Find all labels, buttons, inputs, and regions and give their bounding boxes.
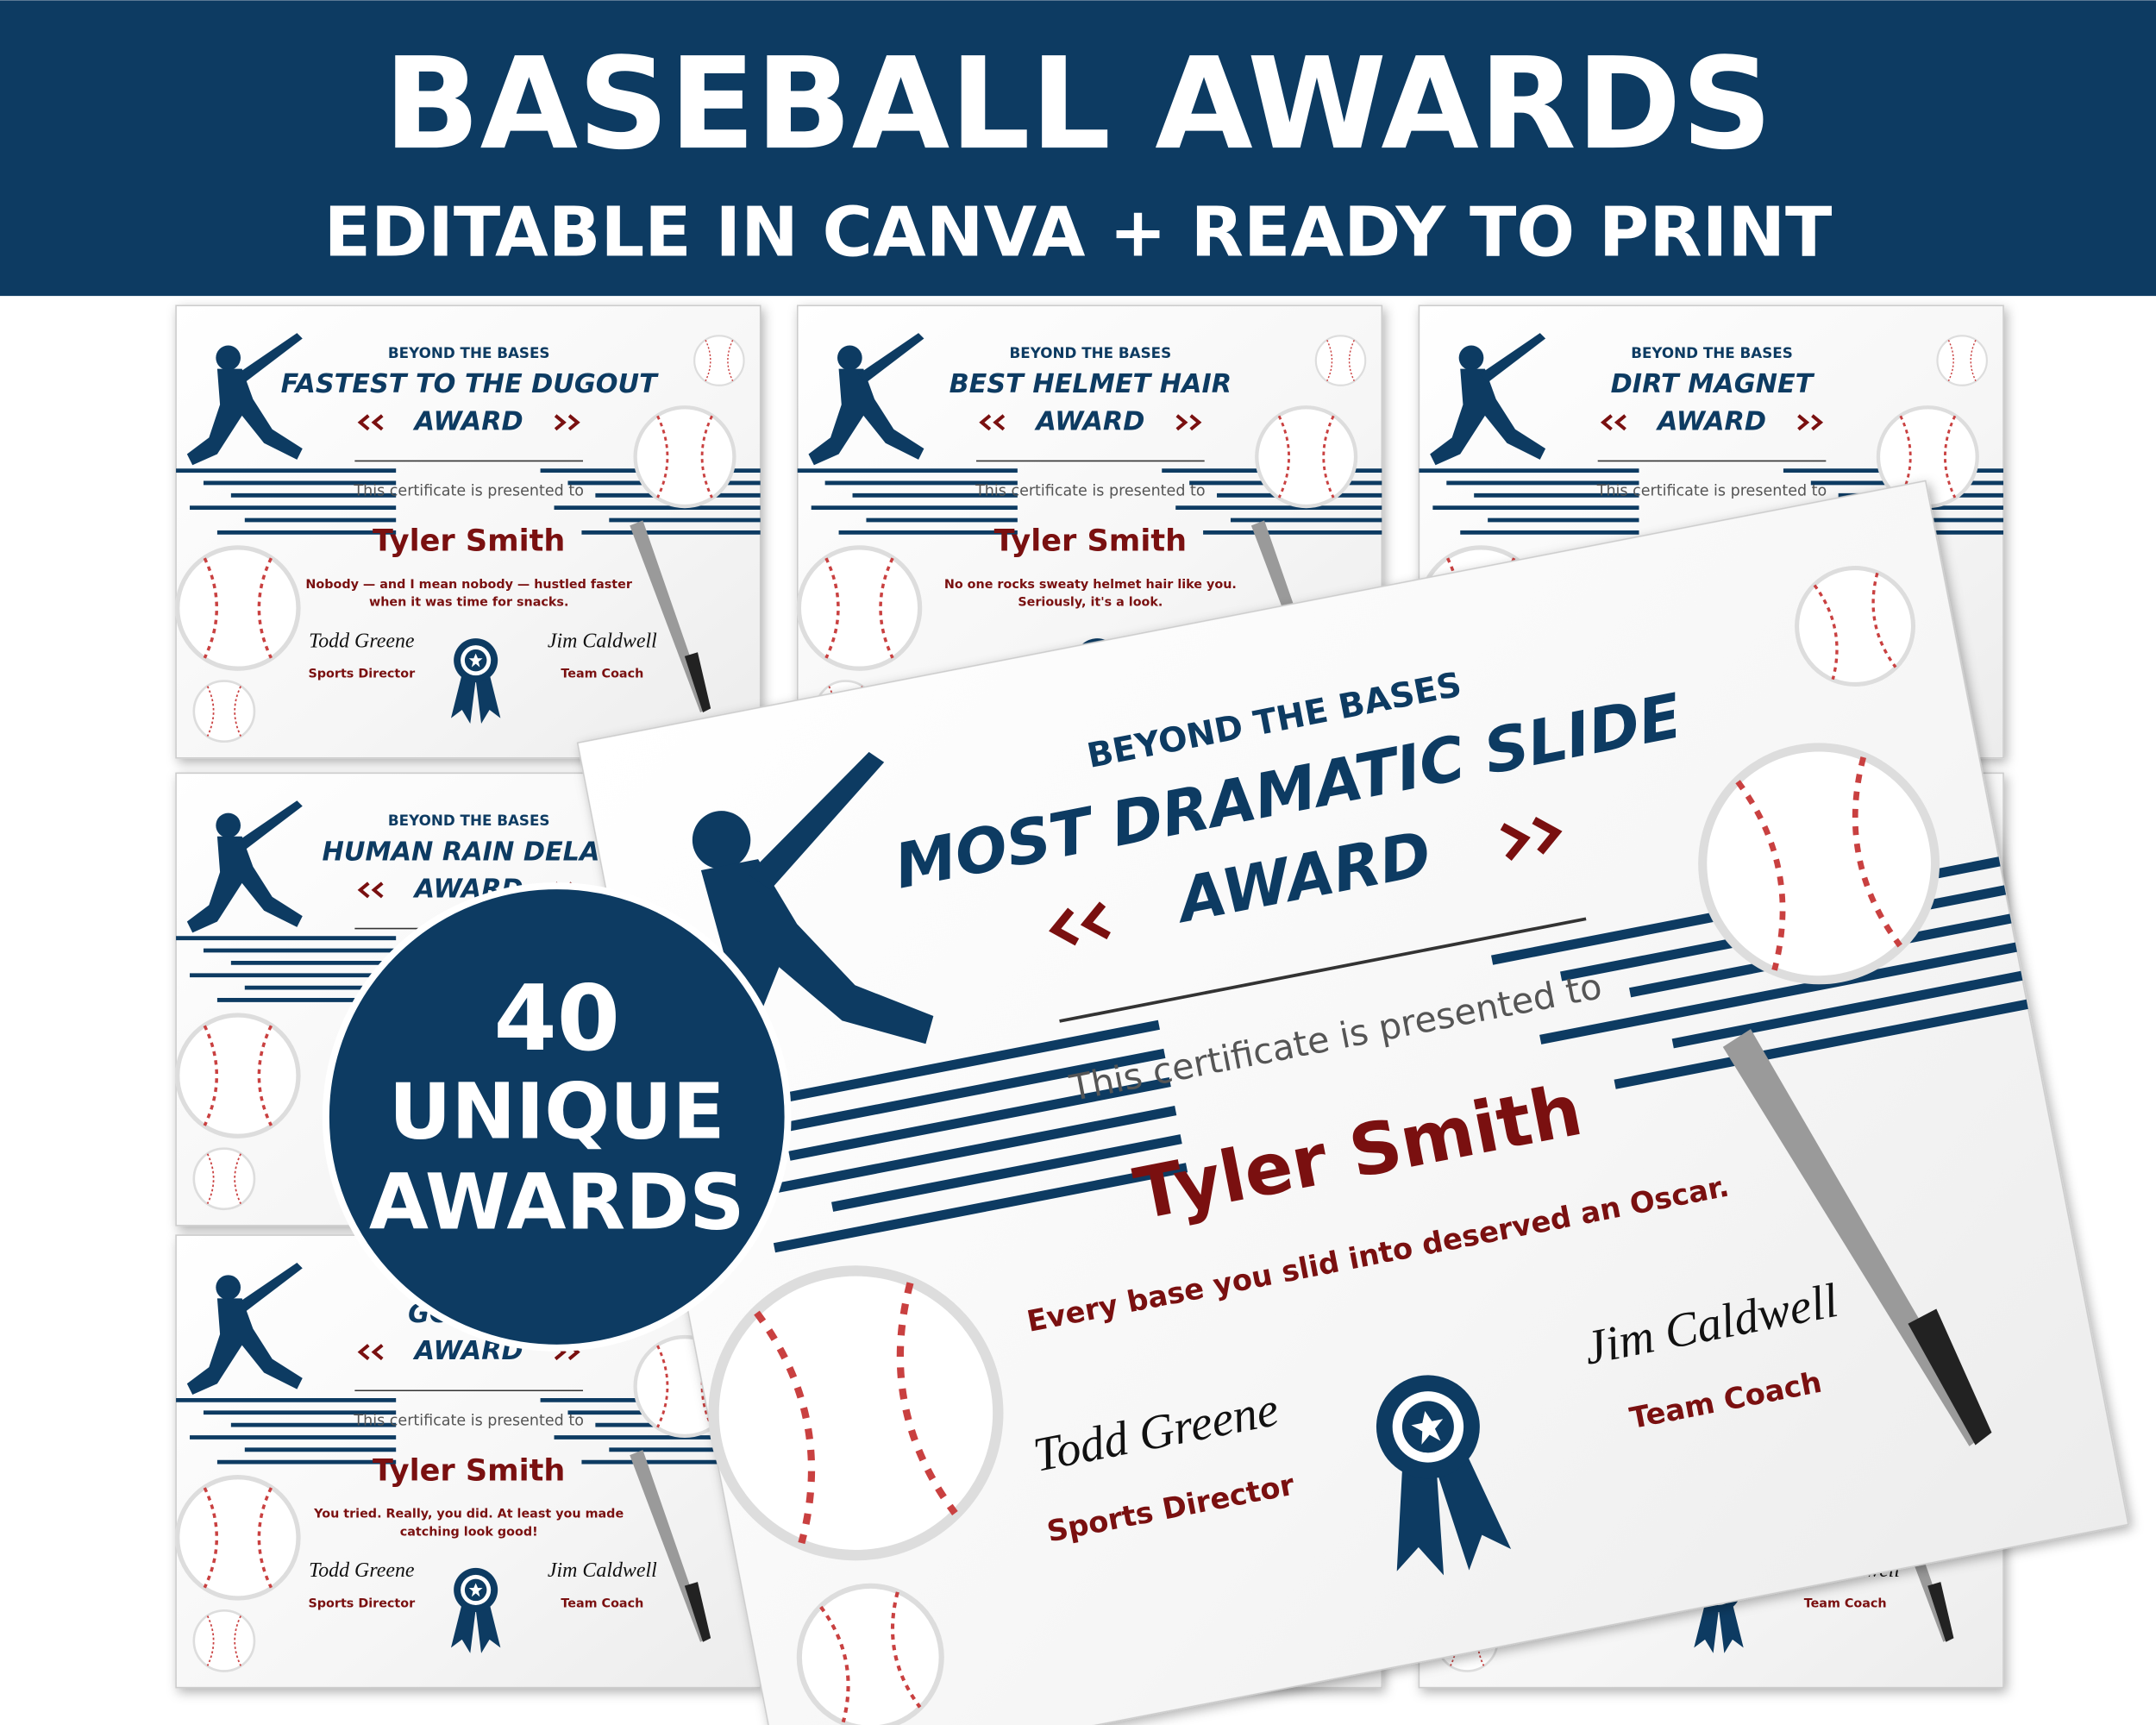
signer-role: Sports Director [308,1596,416,1610]
decoration [1314,335,1367,386]
award-title: DIRT MAGNET [1611,369,1815,399]
chevrons [357,414,580,431]
header-band [0,0,2156,297]
chevrons [1600,414,1824,431]
divider [1059,917,1587,1023]
award-title: HUMAN RAIN DELAY [323,837,618,867]
presented-line: This certificate is presented to [353,1412,583,1429]
message: You tried. Really, you did. At least you… [313,1508,624,1521]
badge: 40 UNIQUE AWARDS [322,882,792,1352]
decoration [178,1477,298,1598]
message: Seriously, it's a look. [1018,596,1163,610]
decoration [693,335,745,386]
org-name: BEYOND THE BASES [1631,344,1793,361]
signature: Jim Caldwell [548,1559,657,1582]
decoration [178,1015,298,1136]
recipient-name: Tyler Smith [994,524,1187,559]
decoration [636,407,735,506]
signer-role: Team Coach [561,1596,643,1610]
award-word: AWARD [413,406,523,436]
org-name: BEYOND THE BASES [388,344,550,361]
certificate: BEYOND THE BASES FASTEST TO THE DUGOUT AWA… [176,304,761,759]
header-title: BASEBALL AWARDS [384,30,1772,178]
award-title: BEST HELMET HAIR [950,369,1232,399]
decoration [192,1609,256,1672]
award-word: AWARD [1034,406,1144,436]
decoration [1257,407,1356,506]
message: Nobody — and I mean nobody — hustled fas… [305,578,632,592]
award-title: FASTEST TO THE DUGOUT [281,369,659,399]
signer-role: Sports Director [308,668,416,681]
badge-number: 40 [494,965,620,1071]
recipient-name: Tyler Smith [373,1452,565,1488]
decoration [799,548,919,668]
chevrons [1049,816,1563,946]
award-word: AWARD [1656,406,1766,436]
badge-circle [322,882,792,1352]
signature: Todd Greene [309,1559,415,1582]
header-subtitle: EDITABLE IN CANVA + READY TO PRINT [324,192,1833,273]
message: No one rocks sweaty helmet hair like you… [944,578,1237,592]
message: when it was time for snacks. [369,596,568,610]
badge-line: UNIQUE [389,1067,725,1157]
decoration [192,680,256,743]
decoration [1936,335,1988,386]
decoration [178,548,298,668]
badge-line: AWARDS [369,1158,745,1248]
presented-line: This certificate is presented to [1596,483,1827,500]
decoration [192,1147,256,1211]
signature: Jim Caldwell [548,630,657,652]
chevrons [979,414,1202,431]
chevrons [357,881,580,899]
presented-line: This certificate is presented to [975,483,1206,500]
recipient-name: Tyler Smith [373,524,565,559]
presented-line: This certificate is presented to [353,483,583,500]
chevrons [357,1344,580,1361]
signature: Todd Greene [309,630,415,652]
signer-role: Team Coach [561,668,643,681]
message: catching look good! [400,1525,538,1539]
org-name: BEYOND THE BASES [1010,344,1172,361]
org-name: BEYOND THE BASES [388,812,550,829]
signer-role: Team Coach [1804,1596,1887,1610]
